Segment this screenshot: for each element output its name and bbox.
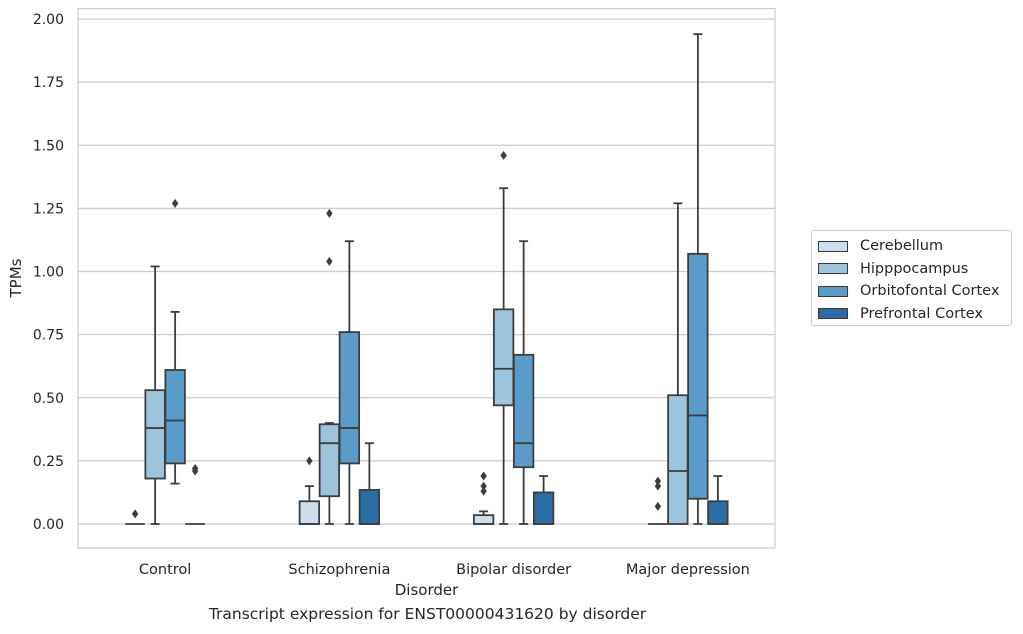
box-group xyxy=(185,463,205,525)
box-group xyxy=(667,202,689,525)
legend-item-hippocampus: Hipppocampus xyxy=(818,258,1011,281)
legend-swatch xyxy=(818,308,848,320)
x-axis-label: Disorder xyxy=(395,581,459,599)
box-group xyxy=(298,456,321,525)
box-group xyxy=(687,33,709,525)
x-tick-label: Major depression xyxy=(626,562,750,578)
box xyxy=(144,389,166,480)
outlier-point xyxy=(654,501,662,511)
outlier-point xyxy=(500,150,507,160)
y-tick-labels: 0.00 0.25 0.50 0.75 1.00 1.25 1.50 1.75 2.00 xyxy=(33,12,64,533)
box xyxy=(492,308,515,407)
outlier-point xyxy=(480,486,487,496)
x-tick-label: Schizophrenia xyxy=(288,562,390,578)
legend-label: Hipppocampus xyxy=(860,260,969,277)
box-group xyxy=(532,475,555,525)
outlier-point xyxy=(480,481,487,491)
box xyxy=(667,394,689,525)
x-tick-labels: Control Schizophrenia Bipolar disorder Majo… xyxy=(139,562,750,578)
outlier-point xyxy=(654,476,662,486)
box-group xyxy=(144,265,166,525)
box-group xyxy=(492,150,515,525)
legend-swatch xyxy=(818,240,848,252)
x-tick-label: Bipolar disorder xyxy=(456,562,571,578)
box xyxy=(472,514,495,525)
x-tick-label: Control xyxy=(139,562,191,578)
grid-lines xyxy=(78,18,775,525)
box xyxy=(512,353,535,469)
box xyxy=(687,252,709,500)
box-group xyxy=(164,198,186,485)
legend-label: Prefrontal Cortex xyxy=(860,305,983,322)
legend-swatch xyxy=(818,263,848,275)
y-tick-label: 1.25 xyxy=(33,201,64,217)
legend-label: Cerebellum xyxy=(860,238,944,255)
y-tick-label: 0.50 xyxy=(33,391,64,407)
y-tick-label: 1.75 xyxy=(33,75,64,91)
legend-item-orbitofrontal-cortex: Orbitofontal Cortex xyxy=(818,280,1011,303)
y-tick-label: 0.75 xyxy=(33,328,64,344)
chart-caption: Transcript expression for ENST0000043162… xyxy=(208,605,647,623)
legend: Cerebellum Hipppocampus Orbitofontal Cor… xyxy=(811,230,1012,326)
box xyxy=(318,423,341,498)
outlier-point xyxy=(131,509,139,519)
outlier-point xyxy=(326,208,333,218)
box xyxy=(532,491,555,525)
legend-label: Orbitofontal Cortex xyxy=(860,283,1000,300)
box-layer xyxy=(125,33,729,525)
outlier-point xyxy=(171,198,179,208)
y-tick-label: 1.00 xyxy=(33,265,64,281)
box xyxy=(298,500,321,525)
legend-item-cerebellum: Cerebellum xyxy=(818,235,1011,258)
y-tick-label: 1.50 xyxy=(33,138,64,154)
box-group xyxy=(707,475,729,525)
box-group xyxy=(512,240,535,525)
box xyxy=(358,489,381,525)
box-group xyxy=(318,208,341,525)
box xyxy=(164,369,186,465)
legend-item-prefrontal-cortex: Prefrontal Cortex xyxy=(818,303,1011,326)
box-group xyxy=(472,471,495,525)
box-group xyxy=(358,442,381,525)
outlier-point xyxy=(306,456,313,466)
outlier-point xyxy=(480,471,487,481)
y-tick-label: 2.00 xyxy=(33,12,64,28)
outlier-point xyxy=(654,481,662,491)
box xyxy=(338,331,361,465)
y-tick-label: 0.25 xyxy=(33,454,64,470)
y-axis-label: TPMs xyxy=(7,258,25,298)
box-group xyxy=(338,240,361,525)
box xyxy=(707,500,729,525)
outlier-point xyxy=(191,463,199,473)
box-group xyxy=(648,476,668,525)
outlier-point xyxy=(326,256,333,266)
box-group xyxy=(125,509,145,525)
legend-swatch xyxy=(818,285,848,297)
plot-area-frame xyxy=(77,7,776,549)
y-tick-label: 0.00 xyxy=(33,517,64,533)
